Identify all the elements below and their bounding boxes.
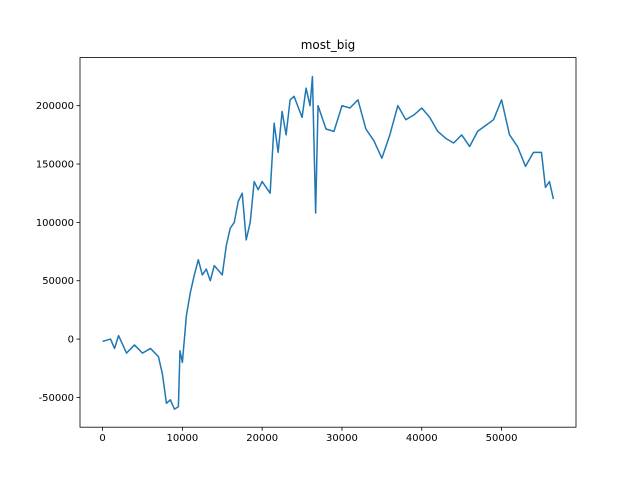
y-tick-label: 150000 [36,160,74,171]
x-tick-label: 40000 [406,433,438,444]
x-tick-label: 50000 [486,433,518,444]
x-tick-label: 20000 [246,433,278,444]
x-tick-label: 30000 [326,433,358,444]
y-tick-label: 200000 [36,101,74,112]
y-tick-label: 100000 [36,218,74,229]
line-series [102,75,555,410]
y-tick-label: -50000 [39,393,74,404]
y-tick-label: 0 [68,335,74,346]
x-tick-label: 10000 [166,433,198,444]
x-tick-label: 0 [99,433,105,444]
y-tick-label: 50000 [42,276,74,287]
chart-title: most_big [301,38,356,52]
plot-frame [79,57,577,428]
